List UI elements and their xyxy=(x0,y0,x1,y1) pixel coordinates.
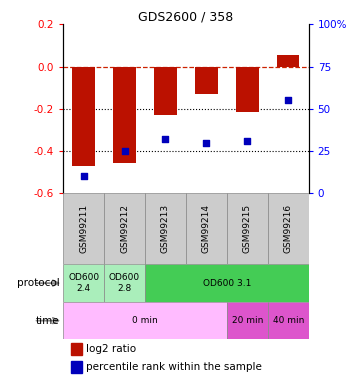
Text: percentile rank within the sample: percentile rank within the sample xyxy=(87,362,262,372)
Bar xyxy=(63,302,227,339)
Bar xyxy=(195,67,218,94)
Point xyxy=(122,148,127,154)
Bar xyxy=(63,193,104,264)
Text: 0 min: 0 min xyxy=(132,316,158,325)
Bar xyxy=(268,193,309,264)
Bar xyxy=(268,302,309,339)
Point xyxy=(244,138,250,144)
Bar xyxy=(145,193,186,264)
Text: GSM99213: GSM99213 xyxy=(161,204,170,254)
Text: 40 min: 40 min xyxy=(273,316,304,325)
Bar xyxy=(72,67,95,166)
Point xyxy=(81,173,87,179)
Bar xyxy=(145,264,309,302)
Bar xyxy=(63,264,104,302)
Text: GSM99215: GSM99215 xyxy=(243,204,252,254)
Text: OD600 3.1: OD600 3.1 xyxy=(203,279,251,288)
Bar xyxy=(236,67,258,112)
Text: OD600
2.8: OD600 2.8 xyxy=(109,273,140,293)
Bar xyxy=(104,193,145,264)
Bar xyxy=(227,193,268,264)
Point xyxy=(162,136,168,142)
Title: GDS2600 / 358: GDS2600 / 358 xyxy=(138,10,234,23)
Text: GSM99211: GSM99211 xyxy=(79,204,88,254)
Text: GSM99212: GSM99212 xyxy=(120,204,129,253)
Bar xyxy=(227,302,268,339)
Text: protocol: protocol xyxy=(17,278,60,288)
Text: GSM99216: GSM99216 xyxy=(284,204,293,254)
Bar xyxy=(113,67,136,162)
Text: log2 ratio: log2 ratio xyxy=(87,344,136,354)
Bar xyxy=(104,264,145,302)
Point xyxy=(204,140,209,146)
Text: 20 min: 20 min xyxy=(232,316,263,325)
Point xyxy=(285,98,291,104)
Bar xyxy=(186,193,227,264)
Bar xyxy=(154,67,177,115)
Bar xyxy=(277,55,299,67)
Text: OD600
2.4: OD600 2.4 xyxy=(68,273,99,293)
Bar xyxy=(70,343,82,355)
Text: GSM99214: GSM99214 xyxy=(202,204,211,253)
Bar xyxy=(70,361,82,373)
Text: time: time xyxy=(36,316,60,326)
